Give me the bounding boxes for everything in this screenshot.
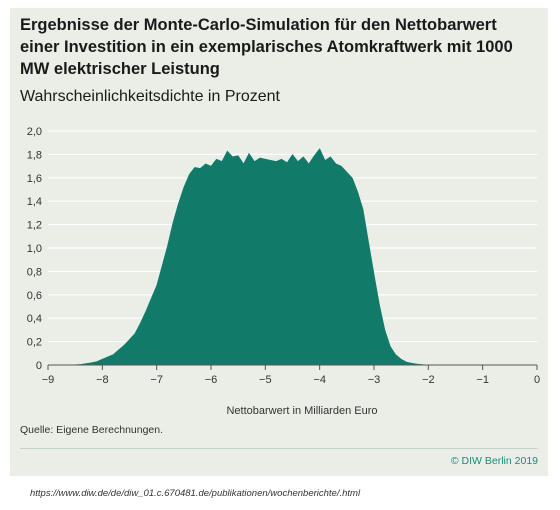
- footer-divider: [20, 448, 538, 449]
- y-tick-label: 1,8: [27, 149, 42, 161]
- x-tick-label: −1: [476, 374, 489, 386]
- y-tick-label: 0,8: [27, 266, 42, 278]
- x-tick-label: −8: [96, 374, 109, 386]
- y-tick-label: 0: [36, 360, 42, 372]
- y-tick-label: 1,2: [27, 220, 42, 232]
- x-tick-label: −7: [150, 374, 163, 386]
- x-tick-label: −4: [313, 374, 326, 386]
- x-tick-label: −9: [42, 374, 55, 386]
- x-tick-label: −5: [259, 374, 272, 386]
- source-note: Quelle: Eigene Berechnungen.: [20, 424, 164, 436]
- y-tick-label: 1,4: [27, 196, 42, 208]
- y-tick-label: 0,4: [27, 313, 42, 325]
- x-tick-label: −3: [368, 374, 381, 386]
- x-tick-label: −6: [205, 374, 218, 386]
- x-tick-label: 0: [534, 374, 540, 386]
- y-tick-label: 1,6: [27, 173, 42, 185]
- chart-subtitle: Wahrscheinlichkeitsdichte in Prozent: [20, 88, 280, 105]
- y-tick-label: 0,6: [27, 290, 42, 302]
- density-chart: 0 0,2 0,4 0,6 0,8 1,0 1,2 1,4 1,6 1,8 2,0 −9 −8 −7 −6 −…: [27, 126, 540, 417]
- y-tick-label: 2,0: [27, 126, 42, 138]
- copyright-credit: © DIW Berlin 2019: [450, 455, 538, 467]
- chart-title: Ergebnisse der Monte-Carlo-Simulation fü…: [20, 16, 513, 78]
- y-tick-label: 0,2: [27, 337, 42, 349]
- y-tick-label: 1,0: [27, 243, 42, 255]
- x-tick-label: −2: [422, 374, 435, 386]
- density-area: [48, 148, 440, 366]
- x-axis-label: Nettobarwert in Milliarden Euro: [226, 405, 377, 417]
- source-url: https://www.diw.de/de/diw_01.c.670481.de…: [30, 488, 361, 499]
